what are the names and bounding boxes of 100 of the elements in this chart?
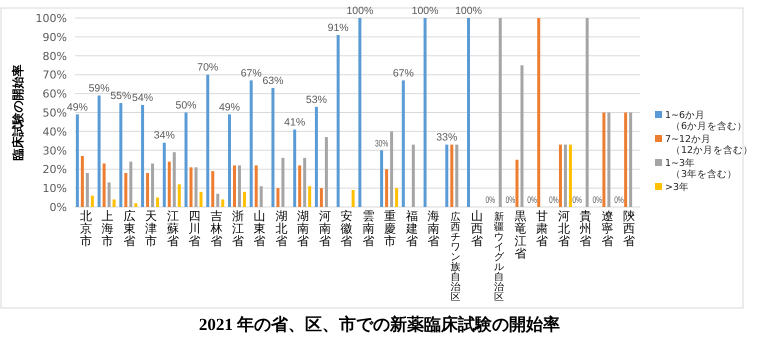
y-tick-label: 90% bbox=[42, 30, 67, 44]
bar bbox=[211, 171, 214, 207]
x-tick-label: 浙江省 bbox=[232, 209, 244, 248]
bar bbox=[336, 35, 340, 207]
x-tick-label: 重慶市 bbox=[384, 209, 396, 248]
y-tick-label: 10% bbox=[42, 182, 67, 196]
bar bbox=[467, 18, 470, 207]
y-tick-label: 70% bbox=[42, 68, 67, 82]
data-label: 0% bbox=[592, 195, 606, 206]
y-tick-label: 30% bbox=[42, 144, 67, 158]
data-label: 100% bbox=[455, 5, 482, 17]
bar bbox=[602, 112, 606, 207]
bar bbox=[293, 130, 296, 207]
data-label: 50% bbox=[176, 100, 197, 112]
legend-label: 1~6か月（6か月を含む） bbox=[665, 110, 748, 132]
bar bbox=[395, 188, 398, 207]
bar bbox=[76, 114, 79, 207]
y-tick-label: 50% bbox=[42, 106, 67, 120]
bar bbox=[200, 192, 203, 207]
bar bbox=[206, 74, 210, 207]
data-label: 0% bbox=[572, 195, 586, 206]
bar bbox=[98, 95, 101, 207]
x-tick-label: 湖南省 bbox=[297, 209, 310, 248]
bar bbox=[586, 18, 589, 207]
bar bbox=[254, 165, 258, 207]
bar bbox=[242, 192, 246, 207]
bar bbox=[424, 18, 427, 207]
data-label: 91% bbox=[328, 22, 349, 34]
bar bbox=[412, 144, 415, 207]
bar bbox=[358, 18, 362, 207]
bar bbox=[134, 203, 138, 207]
bar bbox=[314, 106, 318, 207]
bar bbox=[86, 172, 89, 207]
bar bbox=[162, 142, 166, 207]
y-tick-label: 80% bbox=[42, 50, 67, 63]
bar bbox=[455, 144, 458, 207]
category-label: 新疆ウイグル自治区 bbox=[494, 212, 504, 303]
data-label: 49% bbox=[66, 101, 88, 114]
data-label: 0% bbox=[527, 195, 542, 206]
data-label: 34% bbox=[154, 130, 175, 142]
bar bbox=[156, 198, 160, 207]
x-tick-label: 広東省 bbox=[123, 209, 136, 248]
data-label: 49% bbox=[218, 101, 240, 114]
bar bbox=[520, 65, 524, 207]
x-tick-label: 湖北省 bbox=[275, 209, 288, 248]
bar bbox=[308, 186, 312, 207]
bar bbox=[119, 103, 122, 207]
category-label: 広西チワン族自治区 bbox=[450, 212, 460, 303]
legend-label: 1~3年（3年を含む） bbox=[665, 157, 738, 180]
bar bbox=[537, 18, 540, 207]
data-label: 0% bbox=[549, 195, 563, 206]
bar bbox=[445, 144, 448, 207]
x-tick-label: 山東省 bbox=[254, 209, 266, 248]
data-label: 67% bbox=[240, 67, 262, 80]
bar bbox=[190, 167, 193, 207]
bar bbox=[112, 199, 116, 207]
data-label: 54% bbox=[132, 92, 154, 104]
bar bbox=[146, 172, 150, 207]
data-label: 53% bbox=[306, 94, 327, 106]
x-tick-label: 吉林省 bbox=[209, 209, 222, 248]
bar bbox=[390, 131, 394, 207]
x-tick-label: 天津市 bbox=[145, 209, 158, 248]
data-label: 59% bbox=[88, 82, 110, 94]
x-tick-label: 河南省 bbox=[318, 209, 331, 248]
bar bbox=[102, 164, 106, 207]
data-label: 0% bbox=[506, 195, 520, 206]
data-label: 0% bbox=[614, 195, 628, 206]
data-label: 41% bbox=[284, 116, 306, 129]
data-label: 33% bbox=[436, 132, 458, 144]
bar bbox=[151, 164, 154, 207]
bar bbox=[129, 162, 132, 207]
data-label: 0% bbox=[485, 195, 500, 206]
x-tick-label: 黒竜江省 bbox=[514, 209, 526, 260]
bar bbox=[624, 112, 628, 207]
data-label: 100% bbox=[346, 5, 374, 17]
data-label: 70% bbox=[197, 62, 218, 74]
y-tick-label: 60% bbox=[42, 88, 67, 101]
x-tick-label: 海南省 bbox=[428, 209, 440, 248]
data-label: 63% bbox=[262, 74, 284, 87]
bar bbox=[260, 186, 263, 207]
bar bbox=[276, 188, 280, 207]
y-tick-label: 40% bbox=[42, 125, 67, 138]
bar bbox=[221, 199, 224, 207]
text: 2021 年の省、区、市での新薬臨床試験の開始率 bbox=[198, 315, 560, 334]
bar bbox=[90, 196, 94, 207]
x-tick-label: 甘粛省 bbox=[536, 209, 548, 248]
x-tick-label: 上海市 bbox=[102, 209, 114, 248]
legend-label: >3年 bbox=[665, 181, 690, 193]
bar bbox=[515, 160, 518, 207]
bar bbox=[558, 144, 562, 207]
bar bbox=[124, 172, 128, 207]
bar bbox=[324, 137, 328, 207]
x-tick-label: 北京市 bbox=[80, 209, 92, 248]
bar bbox=[141, 104, 144, 207]
bar bbox=[303, 158, 306, 207]
y-tick-label: 20% bbox=[42, 163, 67, 176]
bar bbox=[281, 158, 284, 207]
bar bbox=[402, 80, 405, 207]
bar bbox=[108, 182, 111, 207]
bar bbox=[450, 144, 454, 207]
